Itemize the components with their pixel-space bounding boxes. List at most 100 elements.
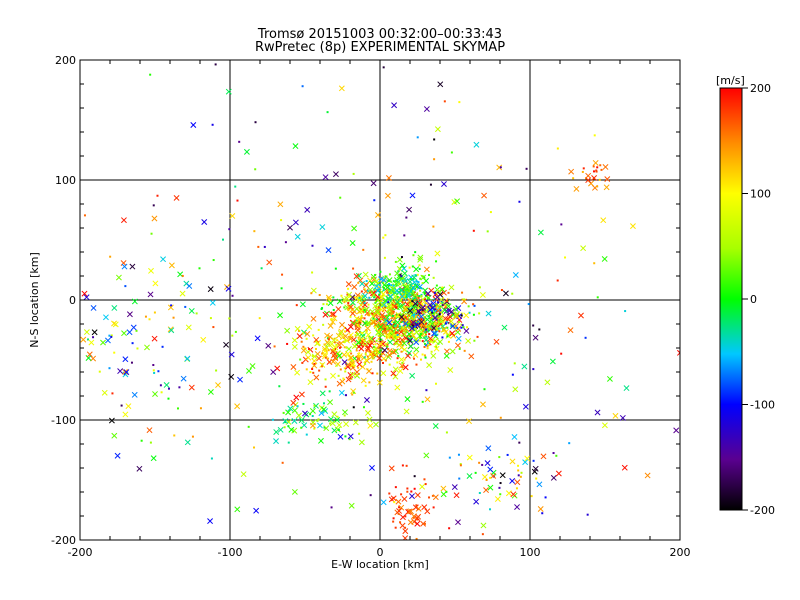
data-point-cross [359, 363, 366, 370]
data-point-cross [454, 342, 461, 349]
data-point-dot [336, 339, 339, 342]
data-point-cross [393, 287, 400, 294]
data-point-dot [140, 439, 143, 442]
data-point-dot [343, 301, 346, 304]
data-point-dot [386, 284, 389, 287]
data-point-cross [117, 368, 124, 375]
data-point-dot [447, 313, 450, 316]
data-point-dot [391, 314, 394, 317]
data-point-dot [425, 389, 428, 392]
data-point-dot [396, 333, 399, 336]
data-point-dot [412, 278, 415, 281]
data-point-dot [457, 320, 460, 323]
data-point-cross [394, 384, 401, 391]
data-point-cross [167, 304, 174, 311]
data-point-cross [468, 353, 475, 360]
data-point-cross [358, 307, 365, 314]
data-point-cross [407, 519, 414, 526]
data-point-cross [184, 355, 191, 362]
data-point-dot [311, 244, 314, 247]
data-point-cross [514, 479, 521, 486]
data-point-dot [301, 85, 304, 88]
grid-lines [80, 60, 680, 540]
data-point-dot [415, 274, 418, 277]
data-point-cross [356, 297, 363, 304]
data-point-dot [366, 355, 369, 358]
data-point-cross [463, 328, 470, 334]
data-point-dot [326, 337, 329, 340]
data-point-cross [228, 351, 235, 358]
data-point-dot [343, 346, 346, 349]
data-point-dot [438, 313, 441, 316]
data-point-dot [486, 230, 489, 233]
data-point-dot [386, 279, 389, 282]
data-point-cross [512, 272, 519, 278]
data-point-cross [331, 411, 338, 418]
data-point-dot [439, 305, 442, 308]
data-point-dot [433, 138, 436, 141]
data-point-cross [126, 329, 133, 336]
data-point-cross [362, 271, 369, 278]
data-point-cross [343, 421, 350, 427]
data-point-dot [527, 303, 530, 306]
data-point-cross [376, 379, 383, 386]
data-point-cross [402, 528, 409, 535]
data-point-dot [310, 292, 313, 295]
data-point-dot [375, 318, 378, 321]
data-point-cross [331, 427, 338, 434]
data-point-dot [425, 333, 428, 336]
data-point-dot [303, 347, 306, 350]
data-point-cross [83, 294, 90, 301]
data-point-dot [317, 418, 320, 421]
data-point-cross [407, 337, 413, 344]
data-point-cross [152, 391, 158, 397]
data-point-cross [395, 498, 402, 505]
data-point-dot [409, 329, 412, 332]
data-point-dot [308, 348, 311, 351]
data-point-cross [437, 315, 444, 322]
data-point-dot [181, 274, 184, 277]
data-point-cross [121, 263, 128, 270]
colorbar-ticks: 200 100 0 -100 -200 [742, 82, 775, 517]
data-point-dot [387, 292, 390, 295]
data-point-cross [419, 483, 426, 490]
data-point-cross [349, 371, 356, 378]
y-tick-label: -100 [51, 414, 76, 427]
data-point-dot [424, 344, 427, 347]
data-point-dot [462, 326, 465, 329]
data-point-cross [480, 401, 486, 408]
data-point-dot [313, 427, 316, 430]
data-point-dot [381, 361, 384, 364]
data-point-cross [313, 374, 320, 381]
data-point-cross [437, 319, 444, 326]
data-point-dot [394, 327, 397, 330]
data-point-cross [585, 177, 592, 184]
data-point-dot [441, 336, 444, 339]
data-point-dot [328, 361, 331, 364]
data-point-dot [380, 338, 383, 341]
data-point-cross [83, 329, 90, 336]
data-point-cross [347, 304, 354, 311]
data-point-dot [433, 321, 436, 324]
data-point-dot [135, 329, 138, 332]
data-point-cross [463, 312, 470, 319]
data-point-cross [453, 311, 460, 318]
data-point-cross [432, 423, 439, 429]
data-point-dot [586, 513, 589, 516]
data-point-dot [411, 289, 414, 292]
data-point-dot [406, 490, 409, 493]
data-point-dot [348, 438, 351, 441]
data-point-cross [490, 472, 497, 479]
data-point-dot [170, 304, 173, 307]
data-point-dot [323, 343, 326, 346]
data-point-cross [151, 335, 158, 342]
data-point-cross [349, 362, 356, 368]
data-point-dot [433, 340, 436, 343]
data-point-dot [273, 345, 276, 348]
data-point-dot [518, 200, 521, 203]
data-point-cross [380, 291, 387, 298]
data-point-dot [191, 435, 194, 438]
data-point-cross [369, 308, 376, 315]
data-point-cross [336, 352, 343, 359]
data-point-dot [300, 340, 303, 343]
